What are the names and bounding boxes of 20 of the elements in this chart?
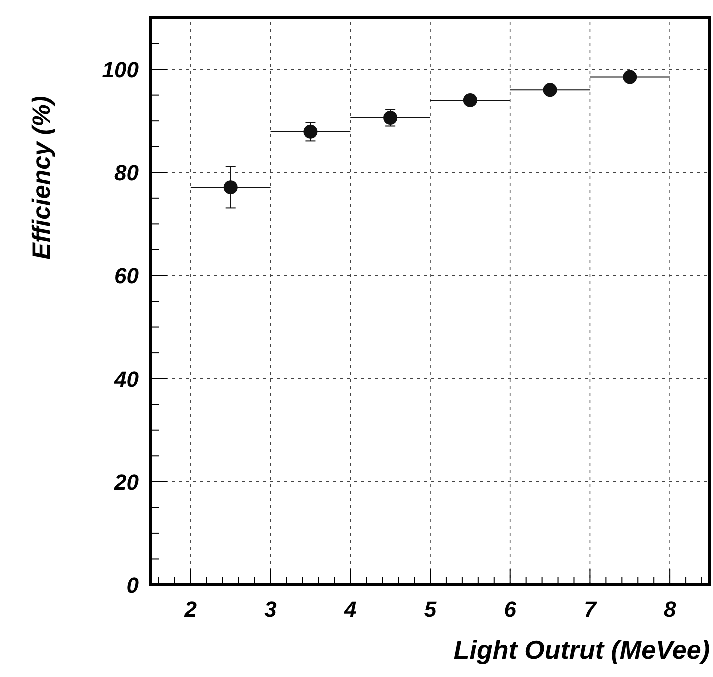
point [304, 124, 318, 139]
point [543, 83, 558, 98]
x-tick-label: 5 [424, 597, 438, 622]
y-axis-title: Efficiency (%) [28, 96, 56, 260]
x-tick-label: 3 [264, 597, 277, 622]
y-tick-label: 100 [102, 58, 140, 83]
y-tick-label: 60 [114, 264, 140, 289]
x-tick-label: 6 [504, 597, 518, 622]
x-tick-label: 7 [584, 597, 598, 622]
x-tick-label: 2 [184, 597, 198, 622]
y-tick-label: 20 [114, 470, 140, 495]
point [224, 180, 238, 195]
x-tick-label: 4 [344, 597, 357, 622]
point [463, 93, 478, 108]
y-tick-label: 80 [114, 160, 140, 186]
point [623, 70, 638, 84]
y-tick-label: 0 [126, 573, 140, 598]
x-tick-label: 8 [664, 597, 677, 622]
x-axis-title: Light Outrut (MeVee) [454, 635, 710, 665]
y-tick-label: 40 [114, 366, 140, 392]
